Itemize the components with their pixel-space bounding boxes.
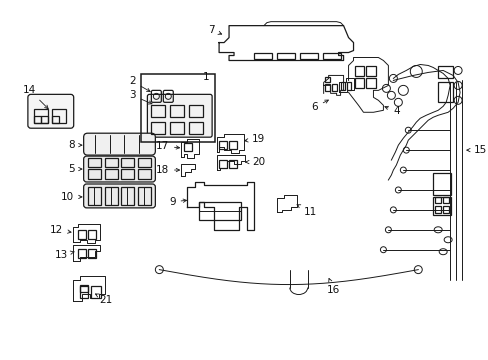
Bar [219,160,226,168]
Bar [87,169,101,179]
Bar [253,53,271,59]
Bar [299,53,317,59]
Bar [219,141,226,149]
Text: 9: 9 [169,197,186,207]
Bar [189,122,203,134]
Bar [442,197,448,203]
Bar [184,143,192,151]
Bar [87,158,101,167]
Bar [228,141,237,149]
Text: 16: 16 [326,278,340,294]
Bar [52,109,65,123]
FancyBboxPatch shape [83,156,155,182]
Bar [437,82,452,102]
FancyBboxPatch shape [83,133,155,155]
Bar [366,67,376,76]
Text: 13: 13 [55,250,74,260]
Text: 10: 10 [61,192,82,202]
Bar [34,116,41,123]
Text: 15: 15 [466,145,486,155]
Bar [138,187,151,205]
Bar [90,285,101,297]
FancyBboxPatch shape [28,94,74,128]
Text: 11: 11 [296,205,316,217]
Bar [138,169,151,179]
Text: 14: 14 [23,85,48,109]
Text: 21: 21 [95,294,113,305]
Bar [366,78,376,88]
FancyBboxPatch shape [147,94,212,137]
Text: 8: 8 [68,140,82,150]
Bar [170,105,184,117]
Bar [104,158,117,167]
Text: 7: 7 [207,24,221,35]
Bar [138,158,151,167]
Bar [151,122,165,134]
Bar [104,169,117,179]
Bar [52,116,59,123]
Bar [87,249,96,258]
Bar [199,202,241,220]
Text: 1: 1 [203,72,209,82]
Bar [78,249,85,258]
Text: 5: 5 [68,164,82,174]
Bar [121,187,134,205]
Bar [331,84,336,91]
Bar [346,82,350,90]
Bar [340,82,344,90]
Text: 4: 4 [384,106,399,116]
Bar [324,84,329,91]
Bar [121,158,134,167]
Bar [437,67,452,78]
Bar [170,122,184,134]
Bar [78,230,85,239]
Bar [432,197,450,215]
Bar [80,284,87,292]
Text: 12: 12 [50,225,71,235]
Bar [87,230,96,239]
Bar [354,78,364,88]
Bar [80,285,87,297]
Bar [442,206,448,213]
Text: 17: 17 [155,141,179,151]
Bar [354,67,364,76]
Bar [41,116,48,123]
Bar [322,53,340,59]
Bar [324,77,329,82]
Text: 19: 19 [244,134,264,144]
Bar [434,206,440,213]
Text: 6: 6 [311,100,327,112]
Bar [151,105,165,117]
Text: 3: 3 [129,90,152,104]
Bar [432,173,450,195]
Bar [189,105,203,117]
Bar [121,169,134,179]
Text: 2: 2 [129,76,150,91]
Bar [87,187,101,205]
Text: 20: 20 [245,157,264,167]
Bar [228,160,237,168]
Bar [34,109,48,123]
Bar [104,187,117,205]
Bar [434,197,440,203]
Bar [141,75,215,142]
FancyBboxPatch shape [83,184,155,208]
Bar [276,53,294,59]
Text: 18: 18 [155,165,179,175]
